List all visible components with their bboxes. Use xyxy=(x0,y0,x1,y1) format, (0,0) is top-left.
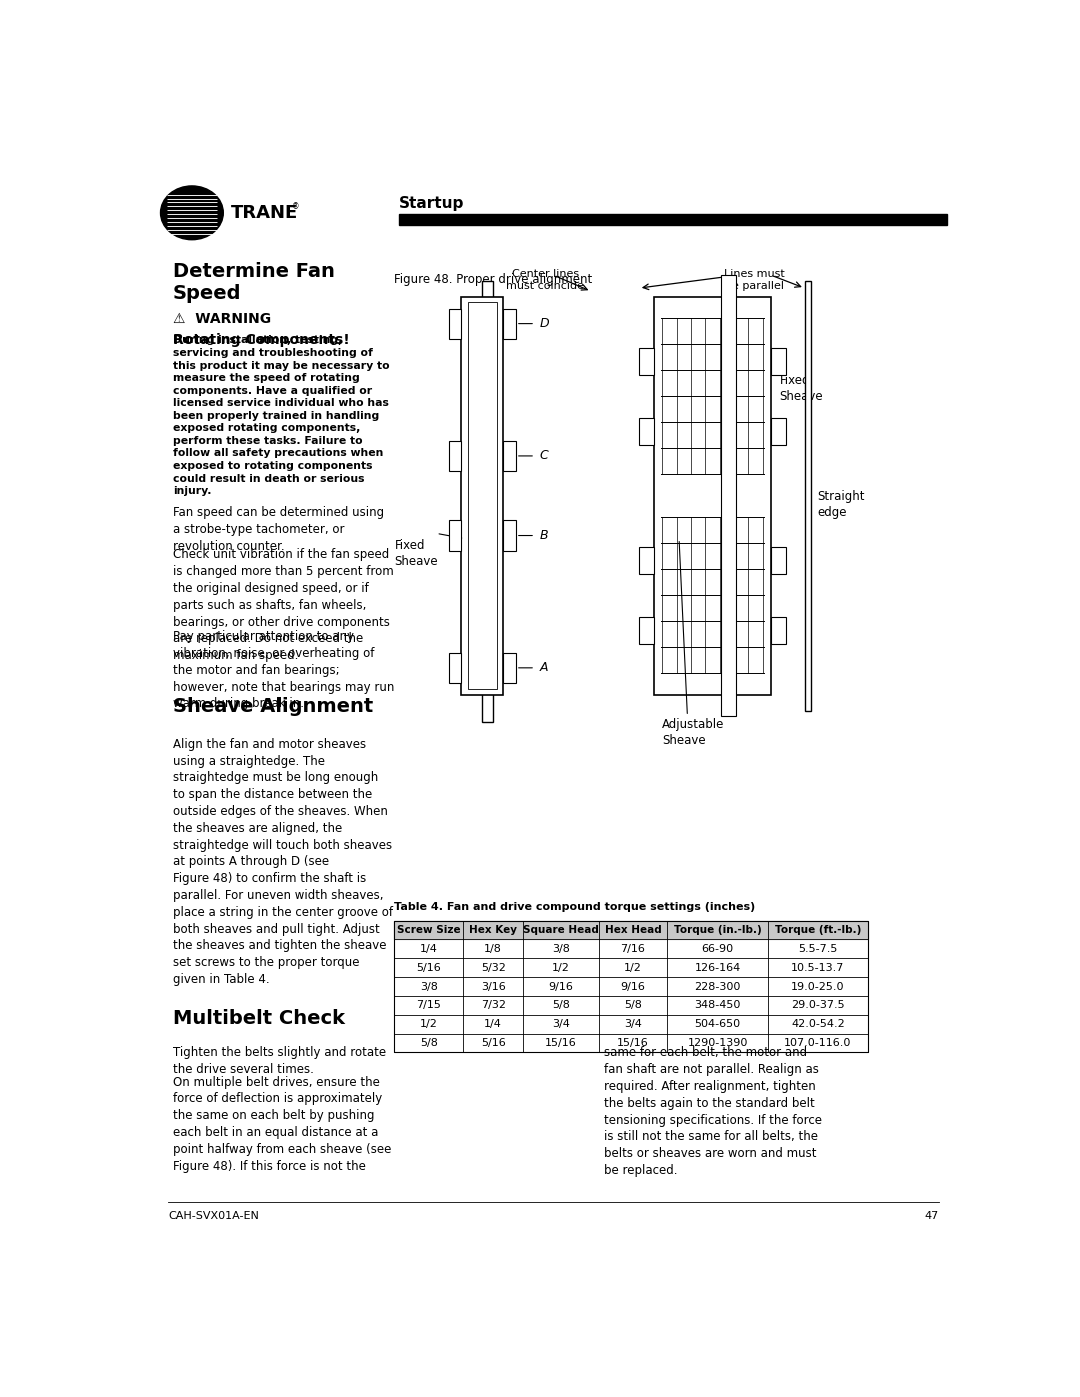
Text: B: B xyxy=(539,529,548,542)
Text: 1/2: 1/2 xyxy=(552,963,570,972)
Text: 9/16: 9/16 xyxy=(621,982,646,992)
Text: ⚠  WARNING: ⚠ WARNING xyxy=(173,312,271,326)
Text: 348-450: 348-450 xyxy=(694,1000,741,1010)
Bar xyxy=(805,281,811,711)
Bar xyxy=(461,296,503,694)
Text: 15/16: 15/16 xyxy=(545,1038,577,1048)
Text: 1/4: 1/4 xyxy=(420,944,437,954)
Bar xyxy=(468,302,497,689)
Text: Figure 48. Proper drive alignment: Figure 48. Proper drive alignment xyxy=(394,272,593,286)
Bar xyxy=(449,521,461,550)
Bar xyxy=(639,418,654,444)
Bar xyxy=(771,348,786,374)
Text: Hex Head: Hex Head xyxy=(605,925,661,935)
Bar xyxy=(394,921,868,939)
Text: 504-650: 504-650 xyxy=(694,1020,741,1030)
Text: 3/8: 3/8 xyxy=(552,944,570,954)
Text: CAH-SVX01A-EN: CAH-SVX01A-EN xyxy=(168,1211,259,1221)
Text: Fan speed can be determined using
a strobe-type tachometer, or
revolution counte: Fan speed can be determined using a stro… xyxy=(173,507,383,553)
Text: Sheave Alignment: Sheave Alignment xyxy=(173,697,373,715)
Text: 42.0-54.2: 42.0-54.2 xyxy=(792,1020,845,1030)
Bar xyxy=(399,214,947,225)
Text: C: C xyxy=(539,450,548,462)
Text: 1/2: 1/2 xyxy=(420,1020,437,1030)
Text: ®: ® xyxy=(293,201,300,211)
Text: 228-300: 228-300 xyxy=(694,982,741,992)
Bar xyxy=(639,616,654,644)
Text: Pay particular attention to any
vibration, noise, or overheating of
the motor an: Pay particular attention to any vibratio… xyxy=(173,630,394,711)
Bar xyxy=(449,309,461,338)
Text: 10.5-13.7: 10.5-13.7 xyxy=(792,963,845,972)
Text: Tighten the belts slightly and rotate
the drive several times.: Tighten the belts slightly and rotate th… xyxy=(173,1046,386,1076)
Bar xyxy=(503,309,516,338)
Text: During installation, testing,
servicing and troubleshooting of
this product it m: During installation, testing, servicing … xyxy=(173,335,389,496)
Text: Fixed
Sheave: Fixed Sheave xyxy=(780,374,823,404)
Text: 5/16: 5/16 xyxy=(481,1038,505,1048)
Text: Square Head: Square Head xyxy=(523,925,599,935)
Bar xyxy=(639,546,654,574)
Text: 29.0-37.5: 29.0-37.5 xyxy=(792,1000,845,1010)
Bar xyxy=(771,616,786,644)
Text: TRANE: TRANE xyxy=(231,204,298,222)
Bar xyxy=(483,281,494,722)
Text: 3/16: 3/16 xyxy=(481,982,505,992)
Text: 7/32: 7/32 xyxy=(481,1000,505,1010)
Text: Screw Size: Screw Size xyxy=(397,925,460,935)
Text: 5.5-7.5: 5.5-7.5 xyxy=(798,944,838,954)
Text: Hex Key: Hex Key xyxy=(469,925,517,935)
Bar xyxy=(449,652,461,683)
Text: Torque (ft.-lb.): Torque (ft.-lb.) xyxy=(774,925,861,935)
Text: 47: 47 xyxy=(924,1211,939,1221)
Bar xyxy=(771,418,786,444)
Bar xyxy=(721,275,735,717)
Bar xyxy=(503,521,516,550)
Text: Startup: Startup xyxy=(399,196,464,211)
Text: 3/4: 3/4 xyxy=(552,1020,570,1030)
Text: 3/8: 3/8 xyxy=(420,982,437,992)
Text: Align the fan and motor sheaves
using a straightedge. The
straightedge must be l: Align the fan and motor sheaves using a … xyxy=(173,738,393,986)
Text: 15/16: 15/16 xyxy=(617,1038,649,1048)
Text: Fixed
Sheave: Fixed Sheave xyxy=(394,539,438,567)
Bar xyxy=(449,441,461,471)
Text: 7/15: 7/15 xyxy=(417,1000,442,1010)
Text: 1290-1390: 1290-1390 xyxy=(687,1038,747,1048)
Text: 5/16: 5/16 xyxy=(417,963,441,972)
Text: Lines must
be parallel: Lines must be parallel xyxy=(724,268,785,291)
Bar xyxy=(503,652,516,683)
Text: 7/16: 7/16 xyxy=(621,944,646,954)
Text: 5/8: 5/8 xyxy=(624,1000,642,1010)
Text: 5/32: 5/32 xyxy=(481,963,505,972)
Text: Torque (in.-lb.): Torque (in.-lb.) xyxy=(674,925,761,935)
Text: D: D xyxy=(539,317,549,330)
Ellipse shape xyxy=(161,186,224,240)
Text: 19.0-25.0: 19.0-25.0 xyxy=(792,982,845,992)
Text: Center lines
must coincide: Center lines must coincide xyxy=(507,268,584,291)
Text: Rotating Components!: Rotating Components! xyxy=(173,334,350,348)
Text: 1/8: 1/8 xyxy=(484,944,502,954)
Text: 1/4: 1/4 xyxy=(484,1020,502,1030)
Text: A: A xyxy=(539,661,548,675)
Text: Straight
edge: Straight edge xyxy=(818,490,865,520)
Text: On multiple belt drives, ensure the
force of deflection is approximately
the sam: On multiple belt drives, ensure the forc… xyxy=(173,1076,391,1172)
Text: Determine Fan
Speed: Determine Fan Speed xyxy=(173,263,335,303)
Bar xyxy=(503,441,516,471)
Text: Multibelt Check: Multibelt Check xyxy=(173,1009,345,1028)
Text: 66-90: 66-90 xyxy=(702,944,733,954)
Text: 5/8: 5/8 xyxy=(552,1000,570,1010)
Bar xyxy=(771,546,786,574)
Text: 1/2: 1/2 xyxy=(624,963,642,972)
Text: Adjustable
Sheave: Adjustable Sheave xyxy=(662,718,725,747)
Text: 126-164: 126-164 xyxy=(694,963,741,972)
Bar xyxy=(639,348,654,374)
Text: Table 4. Fan and drive compound torque settings (inches): Table 4. Fan and drive compound torque s… xyxy=(394,902,756,912)
Text: 5/8: 5/8 xyxy=(420,1038,437,1048)
Text: 9/16: 9/16 xyxy=(549,982,573,992)
Text: 107.0-116.0: 107.0-116.0 xyxy=(784,1038,852,1048)
Text: Check unit vibration if the fan speed
is changed more than 5 percent from
the or: Check unit vibration if the fan speed is… xyxy=(173,549,393,662)
Text: 3/4: 3/4 xyxy=(624,1020,642,1030)
Bar xyxy=(394,921,868,1052)
Bar xyxy=(653,296,771,694)
Text: same for each belt, the motor and
fan shaft are not parallel. Realign as
require: same for each belt, the motor and fan sh… xyxy=(604,1046,822,1178)
